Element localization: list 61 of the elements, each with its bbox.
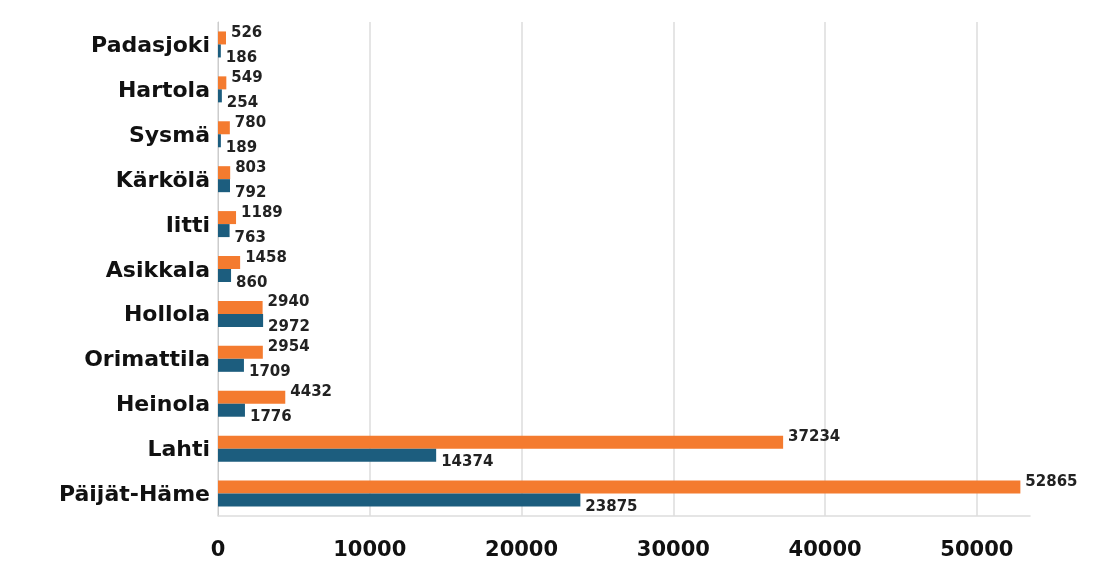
x-tick-label: 10000 bbox=[333, 536, 407, 561]
data-label: 1776 bbox=[249, 407, 292, 426]
data-label: 37234 bbox=[788, 427, 841, 446]
data-label: 549 bbox=[231, 67, 263, 86]
bar bbox=[218, 358, 244, 372]
data-label: 792 bbox=[235, 182, 267, 201]
data-label: 526 bbox=[230, 22, 263, 41]
bar bbox=[218, 256, 241, 269]
bar bbox=[218, 435, 784, 449]
y-tick-label: Hartola bbox=[117, 76, 210, 102]
data-label: 763 bbox=[234, 227, 266, 246]
bar bbox=[218, 403, 245, 417]
bar bbox=[218, 480, 1021, 494]
bar bbox=[218, 44, 221, 58]
data-label: 1189 bbox=[241, 202, 283, 221]
bar bbox=[218, 31, 226, 45]
x-tick-label: 50000 bbox=[940, 536, 1014, 561]
data-label: 23875 bbox=[585, 497, 638, 516]
bar bbox=[218, 121, 230, 135]
y-tick-label: Päijät-Häme bbox=[58, 481, 210, 507]
y-tick-label: Heinola bbox=[115, 391, 210, 417]
x-tick-label: 20000 bbox=[485, 536, 559, 561]
data-label: 2972 bbox=[268, 317, 310, 336]
bar bbox=[218, 448, 437, 462]
x-tick-label: 40000 bbox=[788, 536, 862, 561]
y-tick-label: Hollola bbox=[123, 301, 210, 327]
bar bbox=[218, 269, 232, 282]
data-label: 803 bbox=[235, 157, 267, 176]
bar bbox=[218, 224, 230, 238]
x-tick-label: 0 bbox=[210, 536, 226, 561]
bar bbox=[218, 211, 237, 225]
y-tick-label: Kärkölä bbox=[115, 166, 210, 192]
bar bbox=[218, 300, 263, 314]
bar bbox=[218, 89, 222, 103]
data-label: 2954 bbox=[267, 337, 310, 356]
y-tick-label: Lahti bbox=[147, 436, 210, 462]
data-label: 4432 bbox=[290, 382, 333, 401]
data-label: 860 bbox=[236, 272, 268, 291]
bar bbox=[218, 313, 264, 327]
bar bbox=[218, 179, 231, 193]
bar bbox=[218, 493, 581, 507]
bar bbox=[218, 134, 221, 148]
data-label: 186 bbox=[225, 47, 258, 66]
bar bbox=[218, 166, 231, 180]
x-tick-label: 30000 bbox=[636, 536, 710, 561]
y-tick-label: Asikkala bbox=[105, 256, 210, 282]
bar bbox=[218, 345, 263, 359]
y-tick-label: Padasjoki bbox=[91, 31, 210, 57]
data-label: 1709 bbox=[248, 362, 291, 381]
data-label: 14374 bbox=[441, 452, 494, 471]
y-tick-label: Sysmä bbox=[128, 121, 210, 147]
data-label: 254 bbox=[226, 92, 259, 111]
data-label: 52865 bbox=[1025, 472, 1078, 491]
bar bbox=[218, 390, 286, 404]
data-label: 189 bbox=[225, 137, 258, 156]
data-label: 2940 bbox=[267, 292, 310, 311]
data-label: 1458 bbox=[245, 247, 287, 266]
y-tick-label: Orimattila bbox=[84, 346, 210, 372]
y-tick-label: Iitti bbox=[165, 211, 210, 237]
bar bbox=[218, 76, 227, 90]
data-label: 780 bbox=[234, 112, 267, 131]
